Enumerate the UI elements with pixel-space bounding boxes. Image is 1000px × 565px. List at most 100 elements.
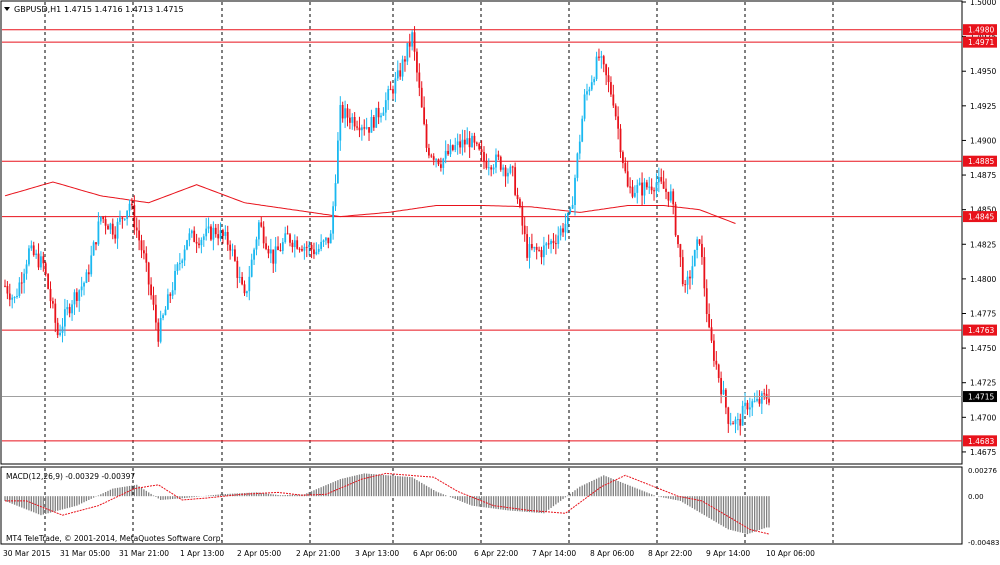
candle-body — [758, 398, 761, 404]
candle-body — [272, 249, 275, 264]
candle-body — [638, 182, 641, 185]
candle-body — [413, 32, 416, 52]
level-label-box — [963, 211, 997, 223]
candle-body — [195, 241, 198, 244]
candle-body — [653, 190, 655, 192]
chevron-down-icon[interactable] — [4, 7, 10, 11]
macd-tick-label: -0.00483 — [968, 539, 999, 547]
candle-body — [509, 166, 512, 173]
candle-body — [418, 72, 421, 88]
candle-body — [631, 186, 634, 197]
candle-body — [114, 234, 117, 239]
candle-body — [327, 237, 330, 244]
candle-body — [607, 75, 610, 83]
candle-body — [612, 94, 615, 106]
candle-body — [135, 227, 138, 231]
candle-body — [540, 250, 543, 258]
candle-body — [6, 285, 9, 294]
candle-body — [753, 400, 756, 402]
candle-body — [315, 251, 318, 255]
candle-body — [205, 228, 208, 237]
candle-body — [332, 206, 335, 234]
candle-body — [703, 257, 706, 289]
candle-body — [691, 266, 694, 279]
candle-body — [557, 235, 560, 245]
candle-body — [346, 108, 349, 118]
candle-body — [610, 82, 612, 95]
candle-body — [423, 107, 426, 125]
candle-body — [633, 192, 636, 197]
candle-body — [234, 249, 236, 261]
x-tick-label: 6 Apr 22:00 — [474, 549, 518, 558]
candle-body — [109, 223, 112, 230]
current-price-label: 1.4715 — [968, 393, 994, 402]
level-label: 1.4980 — [968, 26, 994, 35]
candle-body — [507, 172, 509, 177]
candle-body — [566, 212, 569, 225]
y-tick-label: 1.4800 — [970, 275, 996, 284]
candle-body — [430, 155, 433, 157]
candle-body — [744, 402, 746, 406]
candle-body — [600, 56, 603, 58]
x-tick-label: 31 Mar 21:00 — [119, 549, 169, 558]
candle-body — [569, 208, 572, 213]
candle-body — [538, 249, 540, 251]
candle-body — [28, 248, 30, 265]
candle-body — [511, 166, 514, 168]
candle-body — [710, 327, 713, 341]
candle-body — [224, 231, 227, 236]
candle-body — [401, 59, 404, 77]
candle-body — [420, 87, 423, 108]
candle-body — [693, 249, 696, 267]
candle-body — [147, 262, 150, 285]
candle-body — [4, 285, 6, 287]
candle-body — [121, 217, 124, 219]
candle-body — [535, 246, 538, 250]
candle-body — [574, 177, 576, 206]
candle-body — [298, 248, 301, 250]
candle-body — [145, 253, 148, 263]
candle-body — [87, 272, 90, 275]
candle-body — [23, 273, 26, 283]
candle-body — [32, 245, 35, 256]
candle-body — [645, 182, 648, 188]
candle-body — [411, 32, 414, 47]
candle-body — [523, 225, 526, 235]
candle-body — [504, 167, 507, 177]
x-tick-label: 9 Apr 14:00 — [706, 549, 750, 558]
candle-body — [260, 222, 263, 227]
candle-body — [741, 405, 744, 426]
candle-body — [502, 167, 505, 170]
candle-body — [217, 234, 220, 239]
candle-body — [586, 91, 588, 95]
candle-body — [660, 177, 663, 182]
horizontal-levels[interactable] — [2, 29, 962, 442]
candle-body — [370, 117, 373, 133]
candle-body — [176, 264, 179, 271]
x-tick-label: 2 Apr 05:00 — [237, 549, 281, 558]
candle-body — [593, 79, 596, 83]
candle-body — [581, 118, 584, 142]
candle-body — [210, 226, 212, 240]
candle-body — [11, 297, 14, 300]
candle-body — [454, 145, 457, 150]
level-label: 1.4683 — [968, 437, 994, 446]
level-label-box — [963, 36, 997, 48]
candle-body — [643, 182, 646, 196]
candle-body — [629, 186, 631, 188]
symbol-label: GBPUSD,H1 — [14, 5, 61, 14]
candle-body — [279, 250, 282, 252]
candle-body — [375, 107, 378, 128]
candle-body — [83, 282, 85, 287]
candle-body — [547, 243, 550, 245]
candle-body — [59, 332, 61, 336]
candle-body — [689, 276, 691, 279]
candle-body — [432, 156, 435, 160]
candle-body — [90, 255, 93, 275]
candle-body — [619, 128, 622, 153]
macd-signal-line — [5, 472, 770, 535]
candle-body — [85, 272, 88, 283]
candle-body — [207, 226, 210, 229]
candle-body — [301, 249, 303, 251]
